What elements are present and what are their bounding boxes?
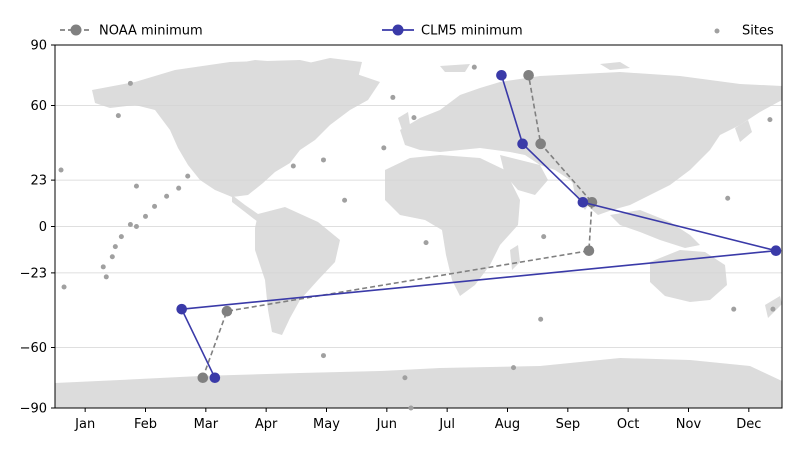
site-point [58, 167, 64, 173]
series-line-1 [180, 75, 777, 379]
series-point-1 [496, 69, 507, 81]
site-point [320, 353, 326, 359]
site-point [290, 163, 296, 169]
x-tick-label: Sep [556, 417, 581, 432]
y-tick-label: −90 [20, 402, 47, 417]
series-point-1 [209, 372, 221, 384]
series-point-0 [523, 69, 534, 81]
x-tick-label: Nov [676, 417, 702, 432]
site-point [152, 203, 158, 209]
site-point [100, 264, 106, 270]
series-point-1 [577, 197, 589, 208]
site-point [103, 274, 109, 280]
site-point [185, 173, 191, 179]
site-point [127, 80, 133, 86]
series-point-0 [221, 305, 233, 317]
x-tick-label: May [313, 417, 340, 432]
y-tick-label: 60 [30, 99, 47, 114]
series-point-0 [583, 245, 595, 256]
site-point [538, 316, 544, 322]
site-point [133, 224, 139, 229]
legend-label-sites: Sites [742, 24, 774, 39]
x-tick-label: Jun [376, 417, 397, 432]
x-tick-label: Apr [255, 417, 278, 432]
site-point [390, 94, 396, 100]
x-tick-label: Mar [194, 417, 219, 432]
site-point [770, 306, 776, 312]
site-point [411, 115, 417, 121]
legend-item-noaa: NOAA minimum [60, 24, 203, 39]
site-point [423, 240, 429, 246]
site-point [118, 234, 124, 240]
x-tick-label: Jul [438, 417, 455, 432]
site-point [767, 117, 773, 123]
x-tick-label: Aug [495, 417, 520, 432]
site-point [541, 234, 547, 240]
x-tick-label: Jan [74, 417, 95, 432]
x-tick-label: Feb [134, 417, 157, 432]
site-point [381, 145, 387, 151]
site-point [133, 183, 139, 189]
site-point [471, 64, 477, 70]
world-map [55, 58, 782, 408]
y-tick-label: 90 [30, 39, 47, 54]
legend-label-clm5: CLM5 minimum [421, 24, 523, 39]
site-point [61, 284, 67, 290]
gridlines [55, 105, 782, 348]
site-point [115, 113, 121, 119]
legend: NOAA minimum CLM5 minimum Sites [60, 24, 774, 39]
x-tick-label: Dec [736, 417, 761, 432]
x-tick-label: Oct [617, 417, 639, 432]
y-tick-label: 0 [39, 220, 47, 235]
site-point [164, 193, 170, 199]
site-point [109, 254, 115, 260]
y-tick-label: 23 [30, 174, 47, 189]
site-point [127, 221, 133, 227]
legend-item-sites: Sites [714, 24, 774, 39]
y-axis: −90 −60 −23 0 23 60 90 [20, 39, 55, 417]
site-point [402, 375, 408, 381]
site-point [142, 213, 148, 219]
y-tick-label: −23 [20, 266, 47, 281]
y-tick-label: −60 [20, 341, 47, 356]
x-axis: Jan Feb Mar Apr May Jun Jul Aug Sep Oct Nov Dec [74, 408, 761, 432]
site-point [511, 365, 517, 371]
series-point-0 [535, 138, 546, 150]
series-point-1 [176, 303, 187, 315]
series-point-0 [197, 372, 209, 384]
series-line-0 [202, 75, 593, 379]
site-point [176, 185, 182, 191]
legend-label-noaa: NOAA minimum [99, 24, 203, 39]
site-point [731, 306, 737, 312]
legend-item-clm5: CLM5 minimum [382, 24, 523, 39]
series-layer [58, 64, 782, 411]
site-point [725, 195, 731, 201]
site-point [408, 405, 414, 411]
series-point-1 [770, 245, 782, 256]
site-point [342, 197, 348, 203]
site-point [320, 157, 326, 163]
site-point [112, 244, 118, 250]
series-point-1 [517, 138, 528, 150]
